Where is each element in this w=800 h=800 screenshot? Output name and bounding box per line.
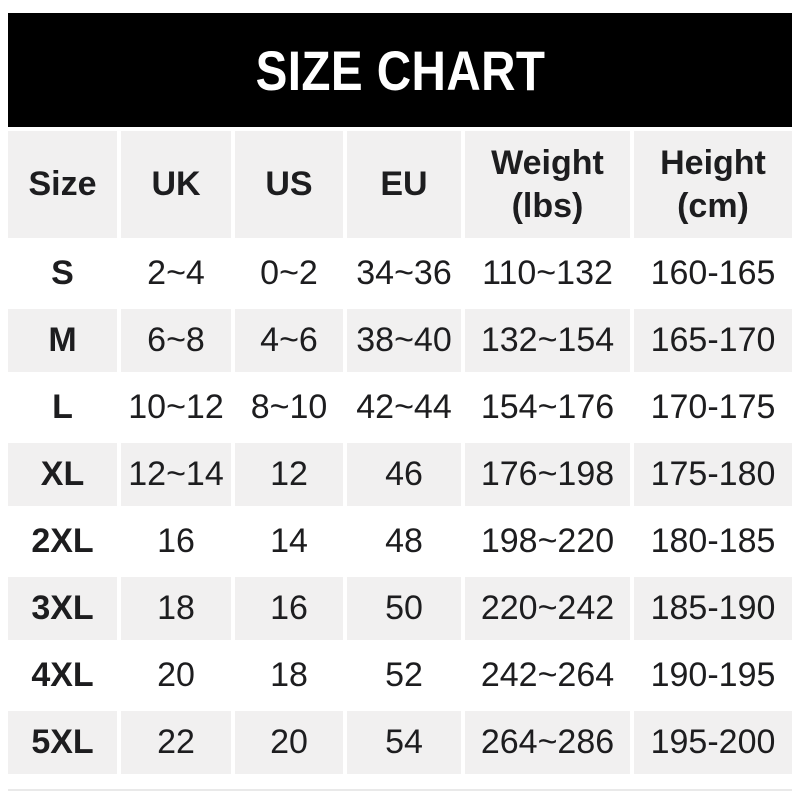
uk-cell: 6~8 xyxy=(121,309,231,372)
height-cell: 170-175 xyxy=(634,376,792,439)
header-row: Size UK US EU Weight (lbs) Height (cm) xyxy=(8,131,792,238)
column-header-unit: (cm) xyxy=(677,186,749,225)
us-cell: 16 xyxy=(235,577,343,640)
eu-cell: 34~36 xyxy=(347,242,461,305)
column-header-label: Size xyxy=(28,165,97,204)
uk-cell: 18 xyxy=(121,577,231,640)
us-cell: 0~2 xyxy=(235,242,343,305)
eu-cell: 38~40 xyxy=(347,309,461,372)
us-cell: 14 xyxy=(235,510,343,573)
column-header-unit: (lbs) xyxy=(511,186,584,225)
height-cell: 160-165 xyxy=(634,242,792,305)
weight-cell: 110~132 xyxy=(465,242,630,305)
us-cell: 4~6 xyxy=(235,309,343,372)
column-header-weight: Weight (lbs) xyxy=(465,131,630,238)
table-row-2xl: 2XL 16 14 48 198~220 180-185 xyxy=(8,510,792,573)
column-header-height: Height (cm) xyxy=(634,131,792,238)
weight-cell: 220~242 xyxy=(465,577,630,640)
column-header-eu: EU xyxy=(347,131,461,238)
uk-cell: 2~4 xyxy=(121,242,231,305)
table-row-l: L 10~12 8~10 42~44 154~176 170-175 xyxy=(8,376,792,439)
size-cell: 5XL xyxy=(8,711,117,774)
column-header-label: UK xyxy=(151,165,201,204)
weight-cell: 132~154 xyxy=(465,309,630,372)
size-cell: 4XL xyxy=(8,644,117,707)
eu-cell: 46 xyxy=(347,443,461,506)
height-cell: 165-170 xyxy=(634,309,792,372)
column-header-label: Weight xyxy=(491,144,604,182)
column-header-uk: UK xyxy=(121,131,231,238)
size-table: Size UK US EU Weight (lbs) Height (cm) xyxy=(4,127,796,778)
table-row-m: M 6~8 4~6 38~40 132~154 165-170 xyxy=(8,309,792,372)
column-header-us: US xyxy=(235,131,343,238)
column-header-label: Height xyxy=(660,144,766,182)
uk-cell: 16 xyxy=(121,510,231,573)
us-cell: 12 xyxy=(235,443,343,506)
eu-cell: 54 xyxy=(347,711,461,774)
column-header-label: US xyxy=(265,165,313,204)
column-header-size: Size xyxy=(8,131,117,238)
height-cell: 195-200 xyxy=(634,711,792,774)
column-header-label: EU xyxy=(380,165,428,204)
size-chart-page: SIZE CHART Size UK US EU Weight (l xyxy=(0,13,800,800)
us-cell: 8~10 xyxy=(235,376,343,439)
bottom-divider xyxy=(8,789,792,791)
size-cell: XL xyxy=(8,443,117,506)
size-cell: M xyxy=(8,309,117,372)
uk-cell: 22 xyxy=(121,711,231,774)
weight-cell: 154~176 xyxy=(465,376,630,439)
weight-cell: 176~198 xyxy=(465,443,630,506)
size-cell: 3XL xyxy=(8,577,117,640)
height-cell: 180-185 xyxy=(634,510,792,573)
height-cell: 190-195 xyxy=(634,644,792,707)
table-row-s: S 2~4 0~2 34~36 110~132 160-165 xyxy=(8,242,792,305)
table-row-4xl: 4XL 20 18 52 242~264 190-195 xyxy=(8,644,792,707)
uk-cell: 20 xyxy=(121,644,231,707)
us-cell: 20 xyxy=(235,711,343,774)
size-cell: S xyxy=(8,242,117,305)
weight-cell: 242~264 xyxy=(465,644,630,707)
us-cell: 18 xyxy=(235,644,343,707)
uk-cell: 12~14 xyxy=(121,443,231,506)
size-chart-banner: SIZE CHART xyxy=(8,13,792,127)
table-row-5xl: 5XL 22 20 54 264~286 195-200 xyxy=(8,711,792,774)
height-cell: 175-180 xyxy=(634,443,792,506)
eu-cell: 42~44 xyxy=(347,376,461,439)
uk-cell: 10~12 xyxy=(121,376,231,439)
eu-cell: 48 xyxy=(347,510,461,573)
size-cell: L xyxy=(8,376,117,439)
eu-cell: 52 xyxy=(347,644,461,707)
table-row-xl: XL 12~14 12 46 176~198 175-180 xyxy=(8,443,792,506)
weight-cell: 264~286 xyxy=(465,711,630,774)
size-cell: 2XL xyxy=(8,510,117,573)
table-row-3xl: 3XL 18 16 50 220~242 185-190 xyxy=(8,577,792,640)
weight-cell: 198~220 xyxy=(465,510,630,573)
size-chart-title: SIZE CHART xyxy=(255,38,545,102)
eu-cell: 50 xyxy=(347,577,461,640)
height-cell: 185-190 xyxy=(634,577,792,640)
